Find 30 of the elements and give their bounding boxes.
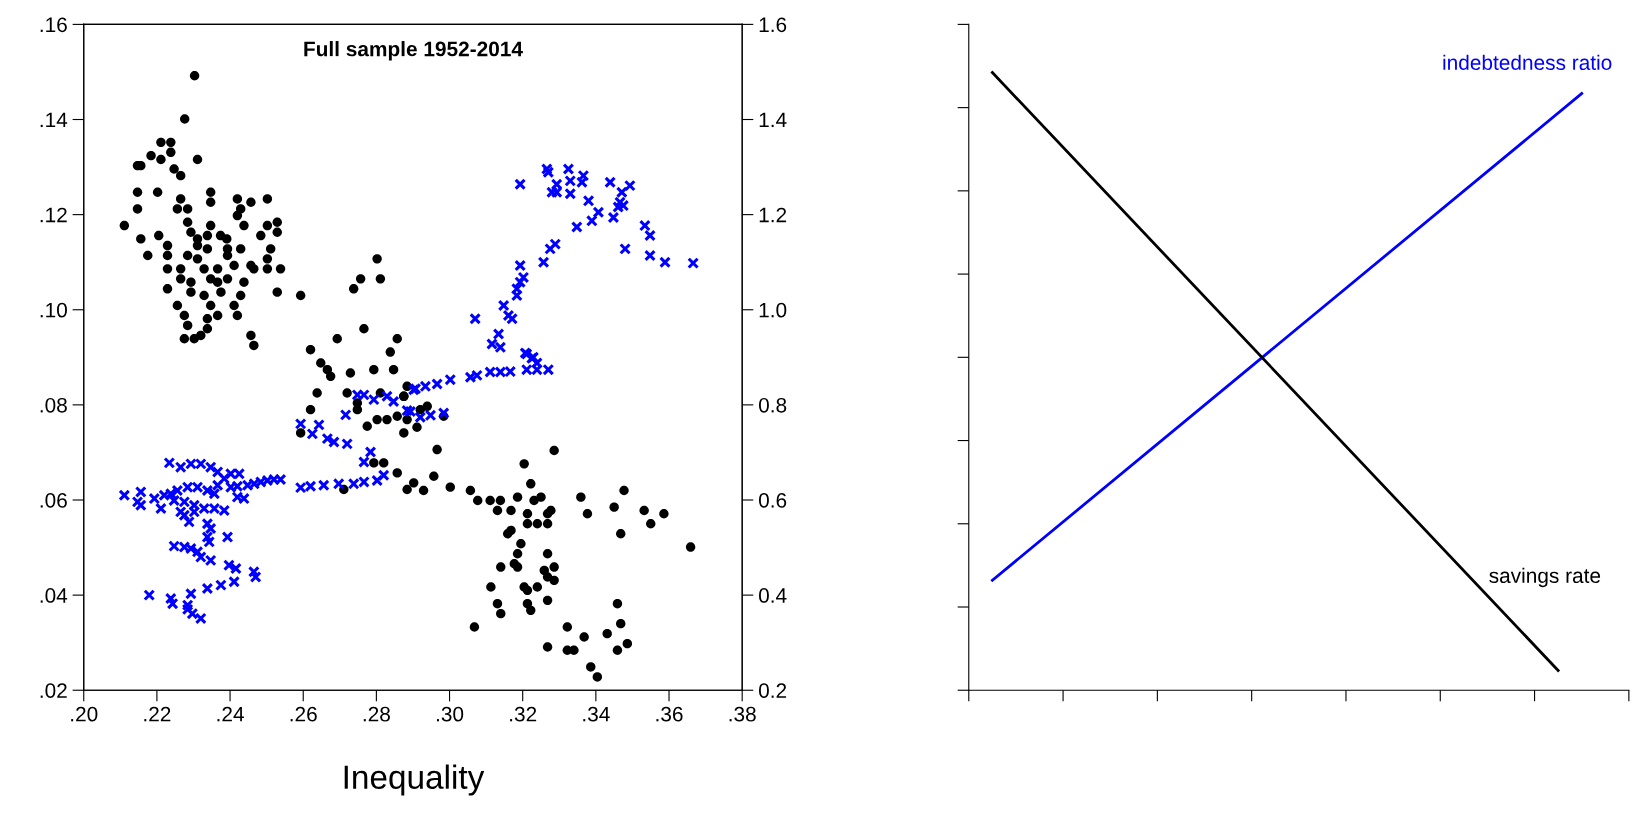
y-tick-label: .08 <box>40 397 67 413</box>
y2-tick-label: 0.8 <box>758 397 787 413</box>
x-tick-label: .28 <box>363 706 390 722</box>
y2-tick-label: 0.6 <box>758 493 787 508</box>
y2-tick-label: 0.4 <box>758 588 787 603</box>
x-tick-label: .36 <box>656 706 683 722</box>
x-tick-label: .34 <box>583 706 610 722</box>
x-tick-label: .30 <box>436 706 464 722</box>
x-tick-label: .26 <box>290 706 317 722</box>
text: Full sample 1952-2014 <box>304 41 523 61</box>
series-label: savings rate <box>1489 567 1601 588</box>
y2-tick-label: 1.6 <box>759 17 787 33</box>
y-tick-label: .14 <box>40 112 68 128</box>
y2-tick-label: 1.2 <box>759 207 787 223</box>
x-tick-label: .20 <box>71 706 98 722</box>
y2-tick-label: 0.2 <box>758 683 787 698</box>
x-tick-label: .24 <box>217 706 244 722</box>
x-tick-label: .22 <box>144 706 171 722</box>
y2-tick-label: 1.4 <box>759 112 787 128</box>
y-tick-label: .04 <box>40 588 68 603</box>
x-tick-label: .38 <box>729 706 756 722</box>
x-axis-title: Inequality <box>344 764 485 796</box>
y-tick-label: .10 <box>40 302 67 318</box>
y-tick-label: .02 <box>40 683 67 698</box>
series-label: indebtedness ratio <box>1443 54 1612 71</box>
y-tick-label: .06 <box>40 493 67 508</box>
y-tick-label: .16 <box>40 17 67 33</box>
y-tick-label: .12 <box>40 207 67 223</box>
x-tick-label: .32 <box>510 706 537 722</box>
y2-tick-label: 1.0 <box>759 302 787 318</box>
